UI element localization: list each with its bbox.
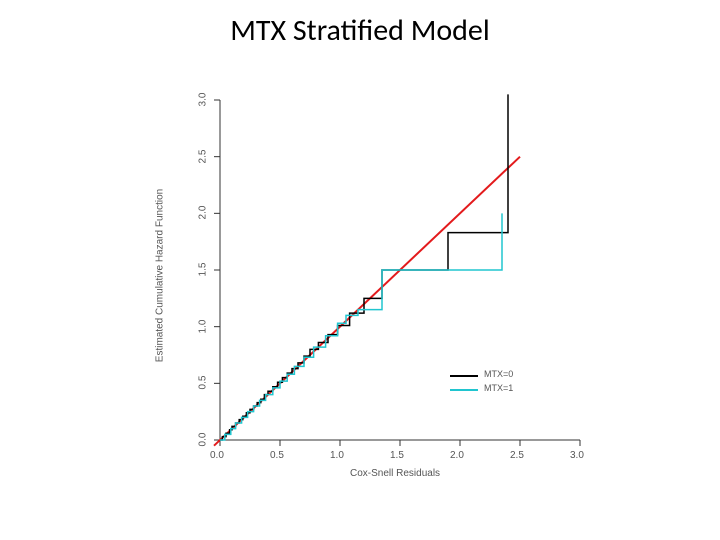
y-tick-label: 1.5 (197, 263, 208, 277)
y-axis-label: Estimated Cumulative Hazard Function (155, 176, 166, 376)
y-tick-label: 2.0 (197, 206, 208, 220)
x-tick-label: 1.0 (330, 450, 344, 461)
y-tick-label: 1.0 (197, 319, 208, 333)
y-tick-label: 2.5 (197, 149, 208, 163)
y-tick-label: 0.5 (197, 376, 208, 390)
legend-label: MTX=0 (484, 369, 513, 379)
chart (220, 100, 580, 440)
legend-swatch (450, 375, 478, 377)
x-tick-label: 2.0 (450, 450, 464, 461)
x-tick-label: 1.5 (390, 450, 404, 461)
chart-svg (220, 100, 580, 440)
x-tick-label: 0.5 (270, 450, 284, 461)
x-tick-label: 2.5 (510, 450, 524, 461)
legend-label: MTX=1 (484, 383, 513, 393)
x-tick-label: 0.0 (210, 450, 224, 461)
legend-swatch (450, 389, 478, 391)
x-tick-label: 3.0 (570, 450, 584, 461)
x-axis-label: Cox-Snell Residuals (350, 468, 440, 479)
y-tick-label: 0.0 (197, 433, 208, 447)
y-tick-label: 3.0 (197, 93, 208, 107)
slide-title: MTX Stratified Model (0, 12, 720, 49)
